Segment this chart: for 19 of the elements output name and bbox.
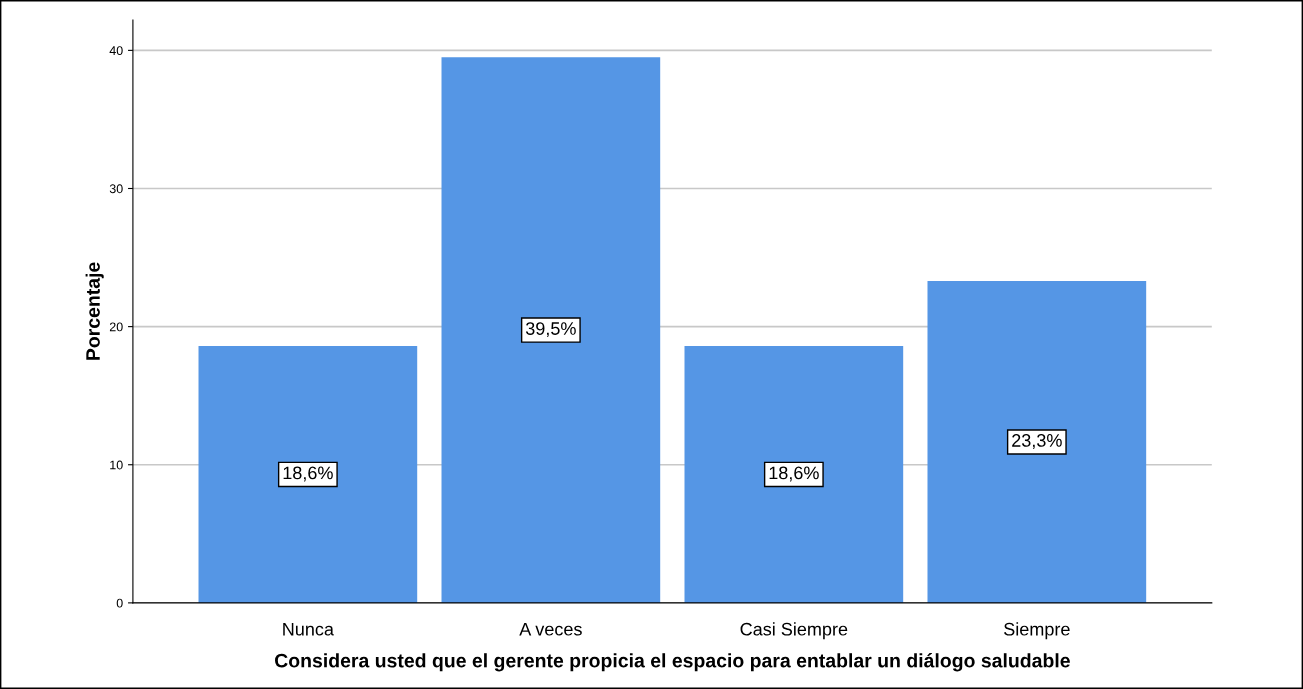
bar — [927, 281, 1147, 603]
data-label: 18,6% — [283, 466, 333, 482]
bar — [441, 57, 661, 603]
y-tick-label: 40 — [109, 46, 123, 56]
x-tick-label: Siempre — [1004, 622, 1070, 640]
data-label: 18,6% — [769, 466, 819, 482]
x-axis-title: Considera usted que el gerente propicia el espacio para entablar un diálogo saludable — [275, 653, 1070, 672]
x-tick-label: Nunca — [283, 622, 334, 636]
y-tick-label: 30 — [109, 184, 123, 194]
bar — [684, 345, 904, 603]
y-tick-label: 10 — [110, 460, 123, 470]
data-label: 23,3% — [1012, 434, 1062, 449]
x-tick-label: A veces — [519, 622, 582, 636]
y-tick-label: 20 — [109, 322, 123, 332]
y-tick-label: 0 — [116, 598, 123, 608]
x-tick-label: Casi Siempre — [740, 622, 848, 640]
y-axis-title: Porcentaje — [85, 262, 104, 360]
data-label: 39,5% — [525, 322, 576, 338]
bar — [198, 345, 418, 603]
